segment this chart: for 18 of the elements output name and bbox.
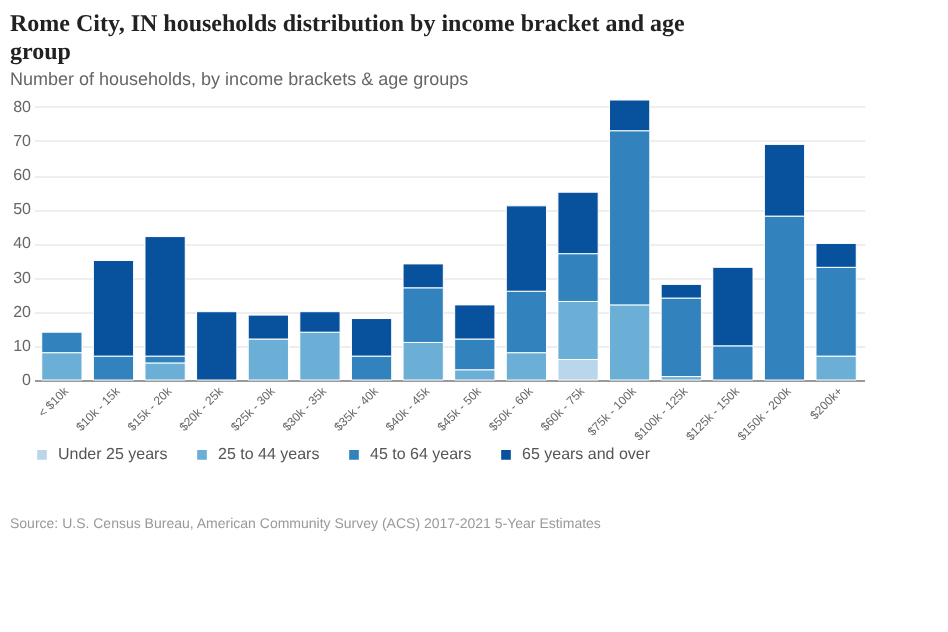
y-tick-label: 60 bbox=[13, 166, 33, 185]
chart-title: Rome City, IN households distribution by income bracket and age group bbox=[10, 8, 687, 65]
bar bbox=[144, 362, 186, 381]
legend-label: 25 to 44 years bbox=[218, 444, 320, 463]
legend-label: 45 to 64 years bbox=[370, 444, 472, 463]
bar bbox=[196, 311, 238, 381]
y-tick-label: 0 bbox=[22, 371, 33, 389]
chart-subtitle: Number of households, by income brackets & age groups bbox=[10, 68, 470, 89]
y-tick-label: 40 bbox=[13, 234, 33, 253]
y-tick-label: 50 bbox=[13, 200, 33, 219]
y-tick-label: 20 bbox=[13, 302, 33, 321]
bar bbox=[144, 236, 186, 357]
legend-label: 65 years and over bbox=[522, 444, 651, 463]
y-tick-label: 10 bbox=[13, 336, 33, 355]
y-tick-label: 30 bbox=[13, 268, 33, 287]
y-tick-label: 80 bbox=[13, 97, 33, 116]
y-tick-label: 70 bbox=[13, 131, 33, 150]
legend-label: Under 25 years bbox=[58, 444, 168, 463]
